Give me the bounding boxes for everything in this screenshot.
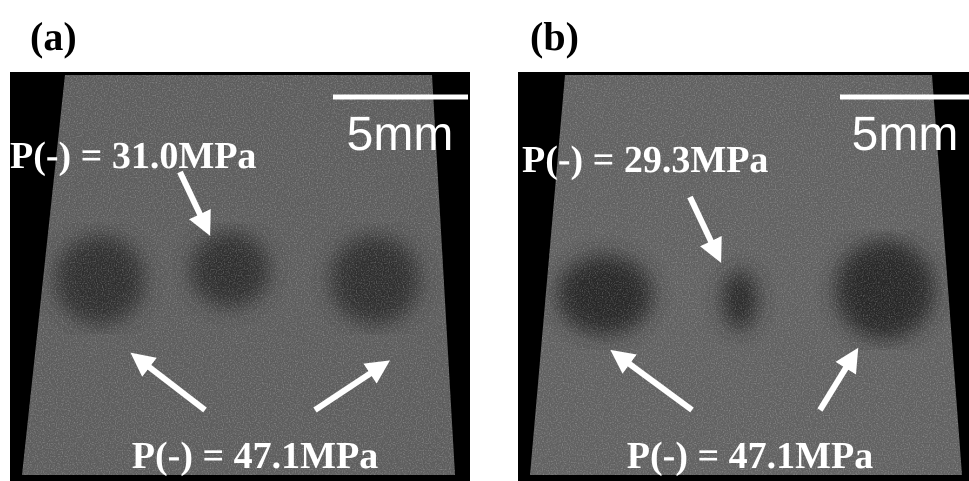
ultrasound-image-a: 5mm P(-) = 31.0MPa P(-) = 47.1MPa	[10, 72, 470, 481]
scale-bar-label: 5mm	[852, 108, 959, 161]
annotation: P(-) = 47.1MPa	[627, 435, 873, 477]
page: (a) (b) 5mm P(-) = 31.0MPa P(-) = 47.1MP…	[0, 0, 969, 481]
annotation: P(-) = 47.1MPa	[132, 435, 378, 477]
annotation: P(-) = 29.3MPa	[522, 139, 768, 181]
scale-bar-label: 5mm	[347, 108, 454, 161]
ultrasound-image-b: 5mm P(-) = 29.3MPa P(-) = 47.1MPa	[518, 72, 969, 481]
panel-label: (b)	[530, 14, 579, 59]
panel-label: (a)	[30, 14, 77, 59]
figure: (a) (b) 5mm P(-) = 31.0MPa P(-) = 47.1MP…	[0, 0, 969, 481]
annotation: P(-) = 31.0MPa	[10, 135, 256, 177]
